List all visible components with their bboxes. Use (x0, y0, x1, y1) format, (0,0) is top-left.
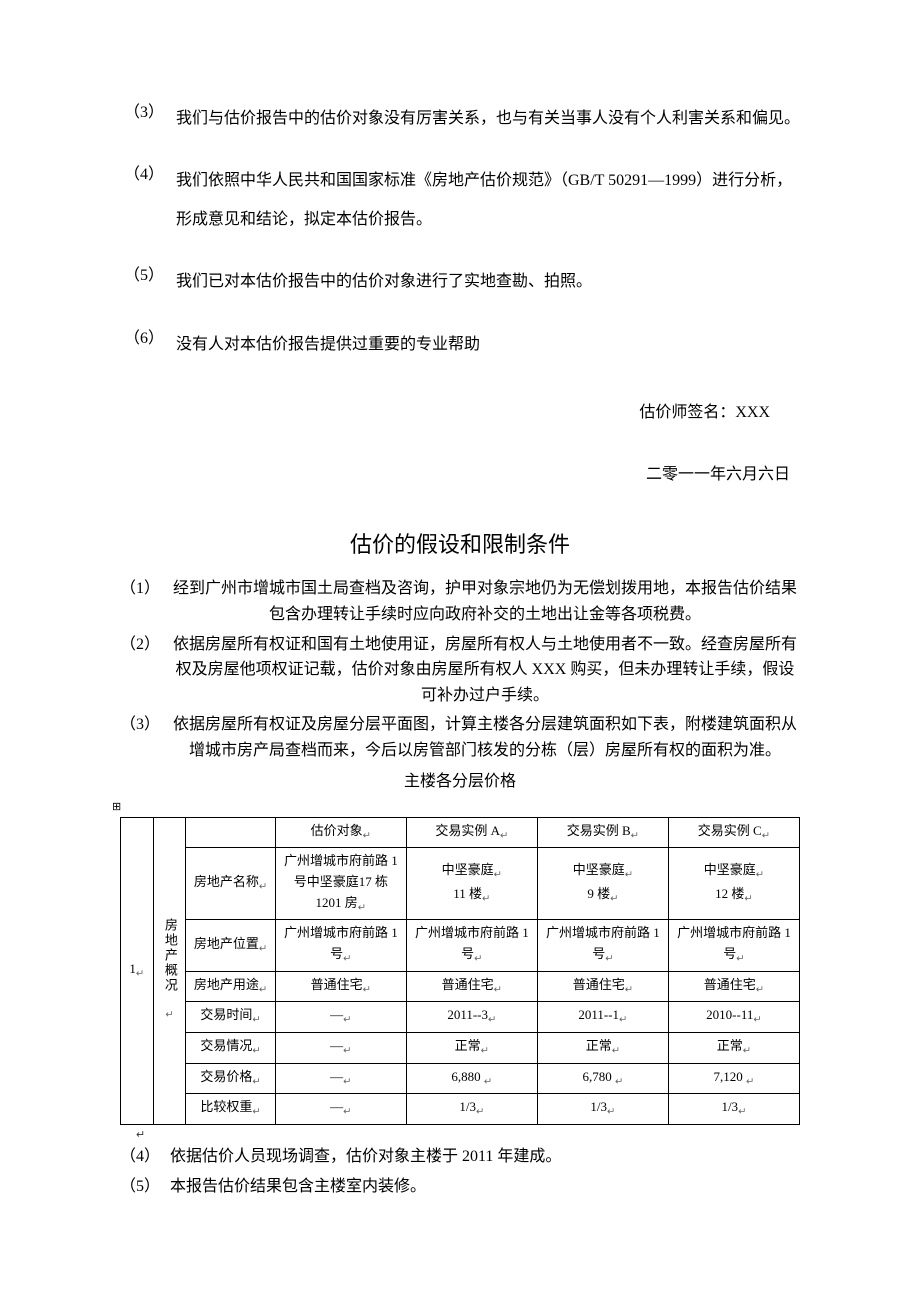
statement-item-6: （6） 没有人对本估价报告提供过重要的专业帮助 (120, 326, 800, 364)
statement-item-5: （5） 我们已对本估价报告中的估价对象进行了实地查勘、拍照。 (120, 263, 800, 301)
data-cell: 2010--11↵ (668, 1002, 799, 1033)
item-text: 本报告估价结果包含主楼室内装修。 (170, 1174, 800, 1200)
table-row: 房地产名称↵ 广州增城市府前路 1 号中坚豪庭17 栋 1201 房↵ 中坚豪庭… (121, 848, 800, 920)
item-text: 我们已对本估价报告中的估价对象进行了实地查勘、拍照。 (176, 263, 800, 301)
row-label: 房地产位置↵ (186, 920, 276, 971)
data-cell: 1/3↵ (668, 1094, 799, 1125)
header-cell: 交易实例 A↵ (406, 817, 537, 848)
data-cell: 普通住宅↵ (275, 971, 406, 1002)
signature-line: 估价师签名：XXX (120, 400, 800, 426)
table-row: 交易时间↵ —↵ 2011--3↵ 2011--1↵ 2010--11↵ (121, 1002, 800, 1033)
data-cell: 6,880 ↵ (406, 1063, 537, 1094)
data-cell: 广州增城市府前路 1 号中坚豪庭17 栋 1201 房↵ (275, 848, 406, 920)
item-text: 依据估价人员现场调查，估价对象主楼于 2011 年建成。 (170, 1144, 800, 1170)
group-cell: 房地产概况↵ (153, 817, 186, 1124)
anchor-mark: ⊞ (112, 799, 800, 817)
condition-item-2: （2） 依据房屋所有权证和国有土地使用证，房屋所有权人与土地使用者不一致。经查房… (120, 632, 800, 709)
condition-item-4: （4） 依据估价人员现场调查，估价对象主楼于 2011 年建成。 (120, 1144, 800, 1170)
item-number: （3） (120, 712, 170, 763)
table-row: 交易情况↵ —↵ 正常↵ 正常↵ 正常↵ (121, 1033, 800, 1064)
row-label: 房地产名称↵ (186, 848, 276, 920)
data-cell: 中坚豪庭↵12 楼↵ (668, 848, 799, 920)
item-number: （4） (120, 162, 176, 239)
item-text: 我们与估价报告中的估价对象没有厉害关系，也与有关当事人没有个人利害关系和偏见。 (176, 100, 800, 138)
item-text: 依据房屋所有权证及房屋分层平面图，计算主楼各分层建筑面积如下表，附楼建筑面积从增… (170, 712, 800, 763)
data-cell: —↵ (275, 1002, 406, 1033)
row-label: 交易情况↵ (186, 1033, 276, 1064)
item-number: （3） (120, 100, 176, 138)
date-line: 二零一一年六月六日 (120, 462, 800, 488)
data-cell: 2011--3↵ (406, 1002, 537, 1033)
data-cell: 正常↵ (537, 1033, 668, 1064)
data-cell: 1/3↵ (537, 1094, 668, 1125)
header-cell: 交易实例 B↵ (537, 817, 668, 848)
data-cell: —↵ (275, 1094, 406, 1125)
data-cell: 正常↵ (668, 1033, 799, 1064)
item-number: （2） (120, 632, 170, 709)
data-cell: 中坚豪庭↵9 楼↵ (537, 848, 668, 920)
header-cell: 交易实例 C↵ (668, 817, 799, 848)
table-row: 交易价格↵ —↵ 6,880 ↵ 6,780 ↵ 7,120 ↵ (121, 1063, 800, 1094)
item-text: 依据房屋所有权证和国有土地使用证，房屋所有权人与土地使用者不一致。经查房屋所有权… (170, 632, 800, 709)
data-cell: 广州增城市府前路 1 号↵ (275, 920, 406, 971)
section-title: 估价的假设和限制条件 (120, 527, 800, 562)
table-row: 比较权重↵ —↵ 1/3↵ 1/3↵ 1/3↵ (121, 1094, 800, 1125)
data-cell: —↵ (275, 1033, 406, 1064)
comparison-table: 1↵ 房地产概况↵ 估价对象↵ 交易实例 A↵ 交易实例 B↵ 交易实例 C↵ … (120, 817, 800, 1125)
statement-item-3: （3） 我们与估价报告中的估价对象没有厉害关系，也与有关当事人没有个人利害关系和… (120, 100, 800, 138)
data-cell: 普通住宅↵ (537, 971, 668, 1002)
condition-item-1: （1） 经到广州市增城市国土局查档及咨询，护甲对象宗地仍为无偿划拨用地，本报告估… (120, 576, 800, 627)
item-text: 没有人对本估价报告提供过重要的专业帮助 (176, 326, 800, 364)
table-header-row: 1↵ 房地产概况↵ 估价对象↵ 交易实例 A↵ 交易实例 B↵ 交易实例 C↵ (121, 817, 800, 848)
data-cell: 2011--1↵ (537, 1002, 668, 1033)
condition-item-5: （5） 本报告估价结果包含主楼室内装修。 (120, 1174, 800, 1200)
header-cell: 估价对象↵ (275, 817, 406, 848)
item-number: （5） (120, 1174, 170, 1200)
table-row: 房地产用途↵ 普通住宅↵ 普通住宅↵ 普通住宅↵ 普通住宅↵ (121, 971, 800, 1002)
data-cell: 1/3↵ (406, 1094, 537, 1125)
row-label: 比较权重↵ (186, 1094, 276, 1125)
row-label: 交易时间↵ (186, 1002, 276, 1033)
item-number: （6） (120, 326, 176, 364)
item-number: （5） (120, 263, 176, 301)
header-cell (186, 817, 276, 848)
item-text: 我们依照中华人民共和国国家标准《房地产估价规范》（GB/T 50291—1999… (176, 162, 800, 239)
statement-item-4: （4） 我们依照中华人民共和国国家标准《房地产估价规范》（GB/T 50291—… (120, 162, 800, 239)
table-title: 主楼各分层价格 (120, 769, 800, 795)
index-cell: 1↵ (121, 817, 154, 1124)
return-mark: ↵ (136, 1127, 800, 1145)
item-number: （1） (120, 576, 170, 627)
data-cell: 普通住宅↵ (406, 971, 537, 1002)
data-cell: 正常↵ (406, 1033, 537, 1064)
data-cell: 广州增城市府前路 1 号↵ (668, 920, 799, 971)
item-text: 经到广州市增城市国土局查档及咨询，护甲对象宗地仍为无偿划拨用地，本报告估价结果包… (170, 576, 800, 627)
condition-item-3: （3） 依据房屋所有权证及房屋分层平面图，计算主楼各分层建筑面积如下表，附楼建筑… (120, 712, 800, 763)
item-number: （4） (120, 1144, 170, 1170)
data-cell: 广州增城市府前路 1 号↵ (537, 920, 668, 971)
data-cell: —↵ (275, 1063, 406, 1094)
data-cell: 普通住宅↵ (668, 971, 799, 1002)
row-label: 交易价格↵ (186, 1063, 276, 1094)
data-cell: 7,120 ↵ (668, 1063, 799, 1094)
data-cell: 广州增城市府前路 1 号↵ (406, 920, 537, 971)
data-cell: 6,780 ↵ (537, 1063, 668, 1094)
row-label: 房地产用途↵ (186, 971, 276, 1002)
table-row: 房地产位置↵ 广州增城市府前路 1 号↵ 广州增城市府前路 1 号↵ 广州增城市… (121, 920, 800, 971)
data-cell: 中坚豪庭↵11 楼↵ (406, 848, 537, 920)
